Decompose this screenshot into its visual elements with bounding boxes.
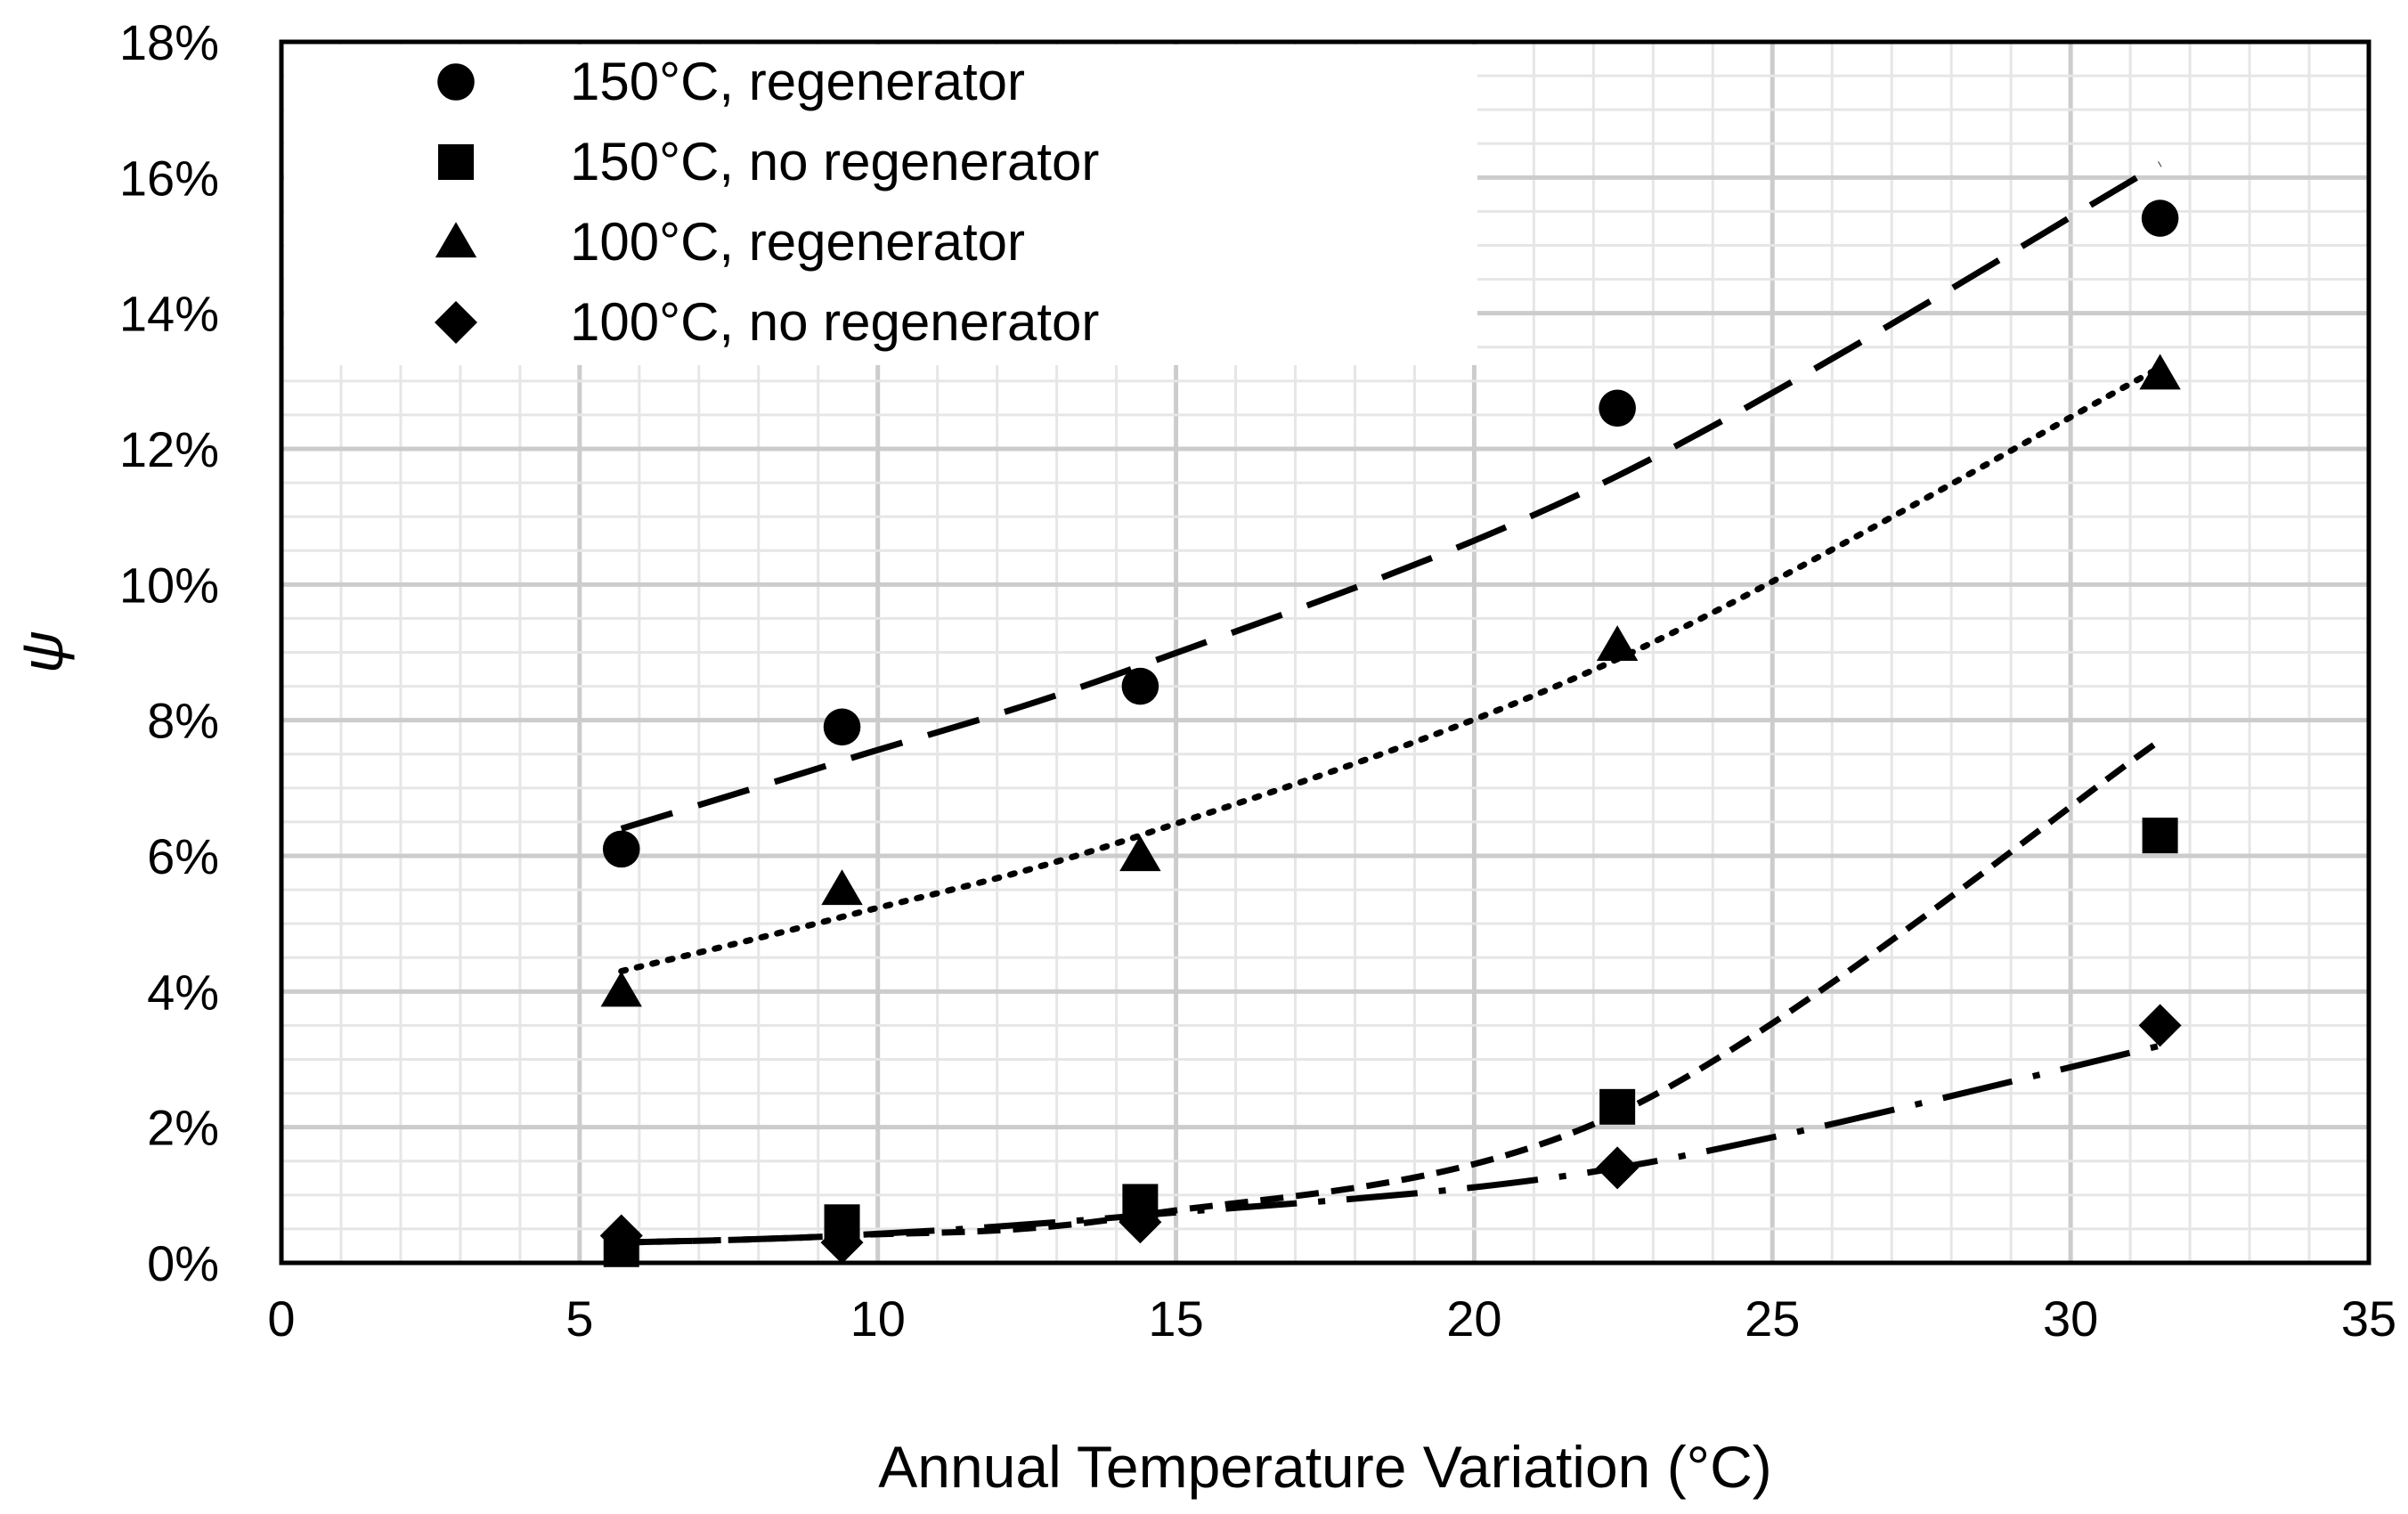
x-tick-label: 30 (2043, 1290, 2098, 1347)
data-point-series-4-2 (820, 1221, 864, 1265)
x-tick-label: 5 (565, 1290, 593, 1347)
legend-label: 150°C, regenerator (570, 52, 1025, 111)
plot-border (279, 39, 2371, 1266)
trendline-series-2 (621, 737, 2162, 1246)
y-tick-label: 18% (119, 14, 219, 70)
data-point-series-4-1 (599, 1214, 643, 1258)
y-tick-label: 0% (147, 1235, 219, 1291)
legend-item-2: 150°C, no regenerator (438, 132, 1099, 191)
data-point-series-3-2 (821, 869, 863, 906)
data-point-series-3-3 (1119, 835, 1161, 872)
data-point-series-1-5 (2141, 199, 2179, 237)
tick-labels: 0 5 10 15 20 25 30 35 0% 2% 4% 6% 8% 10% 12% 14% 16% 18% (119, 14, 2396, 1347)
y-tick-label: 6% (147, 828, 219, 884)
data-point-series-1-3 (1121, 667, 1159, 705)
data-markers (599, 199, 2182, 1267)
data-point-series-4-5 (2138, 1004, 2182, 1047)
x-tick-label: 0 (267, 1290, 295, 1347)
data-point-series-1-2 (823, 708, 861, 746)
y-tick-label: 14% (119, 286, 219, 342)
data-point-series-3-1 (600, 971, 642, 1007)
data-point-series-2-5 (2142, 818, 2178, 854)
data-point-series-1-1 (602, 830, 640, 868)
data-point-series-3-5 (2139, 354, 2181, 390)
y-tick-label: 4% (147, 964, 219, 1020)
x-tick-label: 35 (2341, 1290, 2396, 1347)
legend: 150°C, regenerator 150°C, no regenerator 1… (435, 52, 1099, 352)
trendline-series-1 (620, 161, 2162, 832)
legend-item-1: 150°C, regenerator (437, 52, 1025, 111)
data-point-series-3-4 (1596, 625, 1639, 661)
legend-marker-circle (437, 63, 475, 101)
legend-label: 100°C, regenerator (570, 212, 1025, 272)
data-point-series-4-3 (1119, 1201, 1162, 1244)
legend-marker-triangle (435, 222, 477, 258)
legend-label: 150°C, no regenerator (570, 132, 1099, 191)
x-tick-label: 25 (1745, 1290, 1800, 1347)
data-point-series-1-4 (1599, 389, 1636, 427)
y-tick-label: 12% (119, 421, 219, 477)
legend-item-4: 100°C, no regenerator (435, 292, 1099, 352)
trendline-series-4 (621, 1042, 2161, 1246)
legend-label: 100°C, no regenerator (570, 292, 1099, 352)
legend-background (284, 45, 1477, 365)
y-tick-label: 8% (147, 693, 219, 749)
y-tick-label: 16% (119, 150, 219, 206)
legend-marker-square (438, 144, 474, 180)
legend-marker-diamond (435, 301, 477, 344)
legend-item-3: 100°C, regenerator (435, 212, 1025, 272)
data-point-series-4-4 (1596, 1146, 1639, 1190)
trendlines (618, 161, 2164, 1246)
x-tick-label: 20 (1446, 1290, 1501, 1347)
trendline-series-3 (618, 364, 2164, 974)
x-tick-label: 10 (850, 1290, 906, 1347)
x-tick-label: 15 (1148, 1290, 1203, 1347)
y-tick-label: 10% (119, 557, 219, 613)
y-tick-label: 2% (147, 1100, 219, 1156)
x-axis-title: Annual Temperature Variation (°C) (878, 1434, 1771, 1500)
y-axis-title: ψ (9, 631, 75, 673)
data-point-series-2-4 (1599, 1088, 1636, 1125)
